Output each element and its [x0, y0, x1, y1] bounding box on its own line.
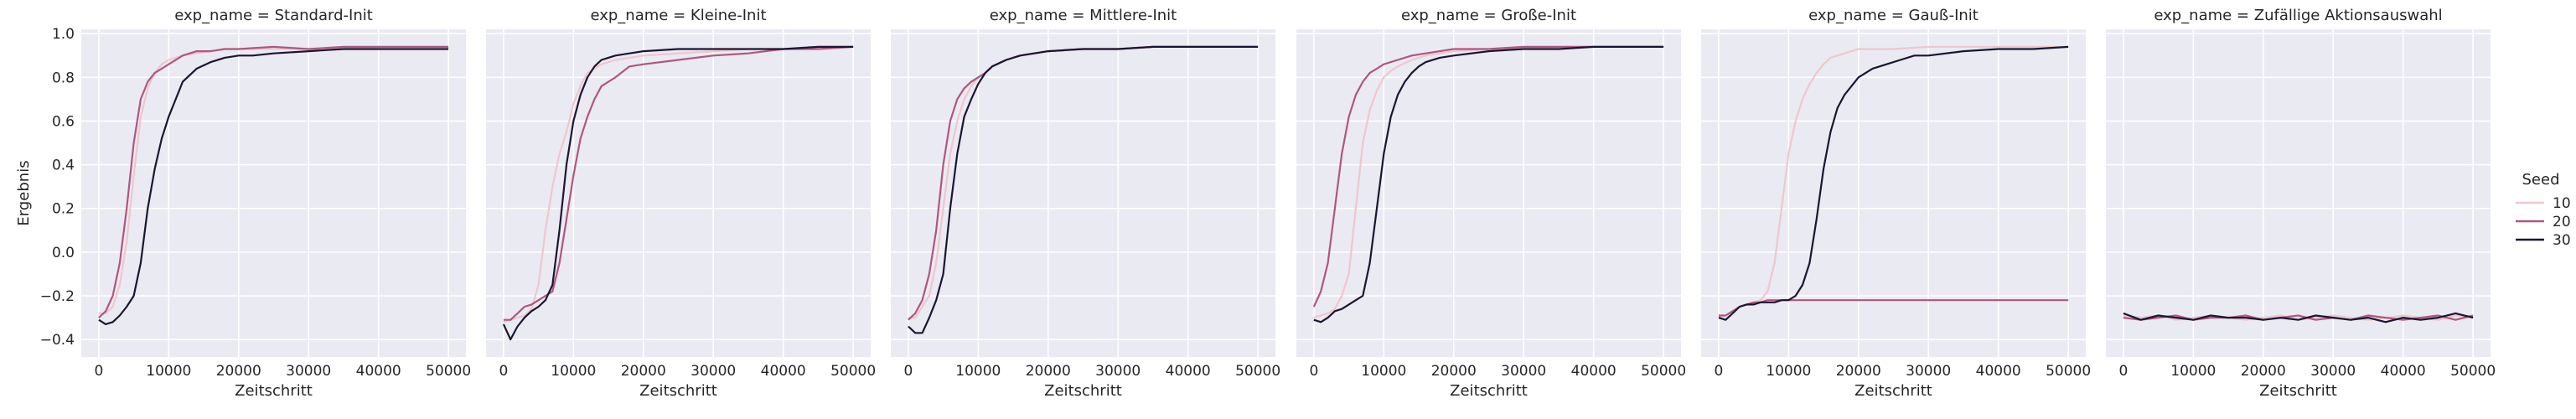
legend-label: 30: [2553, 232, 2571, 249]
x-tick-label: 50000: [1235, 363, 1280, 380]
x-tick-label: 0: [2118, 363, 2128, 380]
facet-title: exp_name = Gauß-Init: [1808, 7, 1979, 24]
legend: Seed 10 20 30: [2516, 171, 2571, 249]
facet-panel: 0 10000 20000 30000 40000 50000 Zeitschritt exp…: [2106, 7, 2496, 400]
x-tick-label: 30000: [691, 363, 736, 380]
x-tick-label: 0: [499, 363, 508, 380]
y-tick-label: 0.0: [52, 245, 75, 261]
x-tick-label: 20000: [1836, 363, 1881, 380]
facet-panel: 0 10000 20000 30000 40000 50000 Zeitschritt exp…: [486, 7, 876, 400]
x-tick-label: 0: [903, 363, 913, 380]
x-tick-label: 40000: [2381, 363, 2426, 380]
x-axis-label: Zeitschritt: [1450, 382, 1528, 400]
facet-title-prefix: exp_name =: [1401, 7, 1501, 24]
x-tick-label: 0: [94, 363, 103, 380]
facet-title-name: Kleine-Init: [691, 7, 767, 24]
y-tick-label: −0.4: [40, 332, 75, 349]
x-tick-label: 30000: [2310, 363, 2356, 380]
x-tick-label: 10000: [551, 363, 596, 380]
x-tick-label: 20000: [1431, 363, 1477, 380]
x-tick-label: 0: [1714, 363, 1723, 380]
facet-title-prefix: exp_name =: [990, 7, 1089, 24]
series-line-seed-30: [1718, 45, 2069, 321]
legend-title: Seed: [2522, 171, 2560, 189]
series-line-seed-30: [2123, 312, 2474, 323]
series-line-seed-30: [502, 45, 854, 341]
y-axis-label: Ergebnis: [15, 160, 33, 225]
x-tick-label: 50000: [2450, 363, 2496, 380]
y-tick-label: 0.6: [52, 113, 75, 130]
x-tick-label: 30000: [286, 363, 331, 380]
x-tick-label: 50000: [1641, 363, 1686, 380]
x-tick-label: 40000: [1976, 363, 2021, 380]
legend-label: 20: [2553, 214, 2571, 230]
y-tick-label: 0.2: [52, 201, 75, 218]
facet-title-prefix: exp_name =: [1808, 7, 1908, 24]
x-tick-label: 40000: [1571, 363, 1616, 380]
x-tick-label: 50000: [830, 363, 876, 380]
facet-title: exp_name = Kleine-Init: [590, 7, 766, 24]
facet-title-name: Gauß-Init: [1909, 7, 1979, 24]
series-line-seed-30: [908, 45, 1259, 334]
facet-panel: 0 10000 20000 30000 40000 50000 −0.4 −0.2 0.0 0.2…: [15, 7, 471, 400]
x-tick-label: 10000: [955, 363, 1001, 380]
plot-background: [2106, 29, 2491, 357]
x-tick-label: 10000: [1361, 363, 1406, 380]
facet-title-prefix: exp_name =: [174, 7, 274, 24]
series-line-seed-30: [98, 48, 449, 325]
x-axis-label: Zeitschritt: [1854, 382, 1932, 400]
x-tick-label: 10000: [2170, 363, 2216, 380]
facet-title-name: Zufällige Aktionsauswahl: [2254, 7, 2443, 24]
facet-title-name: Große-Init: [1501, 7, 1576, 24]
facet-title-prefix: exp_name =: [590, 7, 690, 24]
plot-background: [81, 29, 466, 357]
facet-title-name: Mittlere-Init: [1089, 7, 1177, 24]
plot-background: [891, 29, 1275, 357]
series-line-seed-10: [98, 45, 449, 314]
y-tick-label: 0.4: [52, 158, 75, 174]
facet-panel: 0 10000 20000 30000 40000 50000 Zeitschritt exp…: [1296, 7, 1686, 400]
x-tick-label: 50000: [426, 363, 471, 380]
x-tick-label: 10000: [1766, 363, 1811, 380]
x-axis-label: Zeitschritt: [1044, 382, 1122, 400]
facet-panel: 0 10000 20000 30000 40000 50000 Zeitschritt exp…: [1701, 7, 2091, 400]
facet-title: exp_name = Standard-Init: [174, 7, 373, 24]
x-tick-label: 10000: [146, 363, 191, 380]
facet-title: exp_name = Zufällige Aktionsauswahl: [2154, 7, 2442, 24]
x-axis-label: Zeitschritt: [639, 382, 717, 400]
series-line-seed-20: [1718, 299, 2069, 317]
series-line-seed-20: [1312, 45, 1664, 308]
x-tick-label: 30000: [1906, 363, 1951, 380]
x-tick-label: 40000: [1166, 363, 1211, 380]
plot-background: [1296, 29, 1681, 357]
y-tick-label: 0.8: [52, 70, 75, 86]
x-axis-label: Zeitschritt: [235, 382, 313, 400]
series-line-seed-20: [98, 45, 449, 318]
facet-panel: 0 10000 20000 30000 40000 50000 Zeitschritt exp…: [891, 7, 1280, 400]
x-tick-label: 0: [1309, 363, 1318, 380]
x-tick-label: 40000: [761, 363, 806, 380]
x-tick-label: 20000: [216, 363, 261, 380]
x-tick-label: 30000: [1501, 363, 1546, 380]
x-tick-label: 20000: [621, 363, 666, 380]
plot-background: [486, 29, 871, 357]
facet-title-name: Standard-Init: [275, 7, 373, 24]
facet-title: exp_name = Mittlere-Init: [990, 7, 1177, 24]
facet-title: exp_name = Große-Init: [1401, 7, 1576, 24]
x-tick-label: 20000: [2241, 363, 2286, 380]
x-tick-label: 30000: [1095, 363, 1141, 380]
y-tick-label: −0.2: [40, 288, 75, 305]
x-tick-label: 50000: [2046, 363, 2091, 380]
x-tick-label: 40000: [356, 363, 401, 380]
plot-background: [1701, 29, 2086, 357]
y-tick-label: 1.0: [52, 26, 75, 43]
series-line-seed-10: [503, 45, 854, 323]
facet-title-prefix: exp_name =: [2154, 7, 2253, 24]
x-axis-label: Zeitschritt: [2259, 382, 2337, 400]
legend-label: 10: [2553, 195, 2571, 212]
x-tick-label: 20000: [1026, 363, 1071, 380]
series-line-seed-30: [1313, 45, 1664, 323]
series-line-seed-20: [503, 45, 854, 321]
